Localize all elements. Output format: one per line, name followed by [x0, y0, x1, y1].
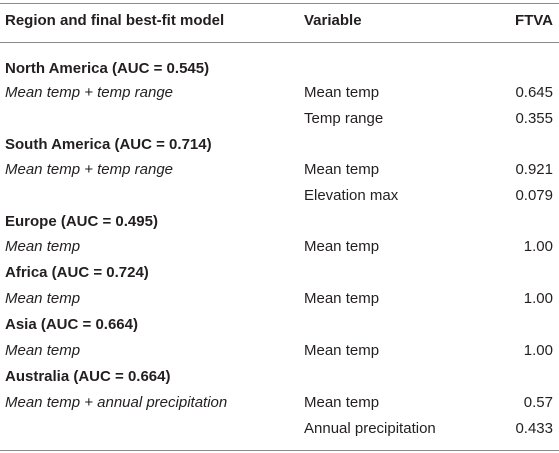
table-row-variable: Mean temp	[304, 238, 380, 255]
table-row-variable: Mean temp	[304, 290, 380, 307]
table-row-ftva: 0.57	[523, 394, 553, 411]
top-rule	[0, 3, 559, 4]
bottom-rule	[0, 450, 559, 451]
region-europe-model: Mean temp	[5, 238, 81, 255]
header-ftva: FTVA	[514, 12, 553, 29]
region-australia-title: Australia (AUC = 0.664)	[5, 368, 171, 385]
table-row-ftva: 1.00	[523, 238, 553, 255]
table-row-ftva: 0.645	[515, 84, 553, 101]
region-europe-title: Europe (AUC = 0.495)	[5, 213, 158, 230]
region-north-america-title: North America (AUC = 0.545)	[5, 60, 210, 77]
table-row-ftva: 1.00	[523, 290, 553, 307]
table-row-variable: Mean temp	[304, 394, 380, 411]
table-row-ftva: 1.00	[523, 342, 553, 359]
table-row-variable: Temp range	[304, 110, 384, 127]
header-variable: Variable	[304, 12, 362, 29]
table-row-variable: Elevation max	[304, 187, 399, 204]
region-asia-model: Mean temp	[5, 342, 81, 359]
table-row-ftva: 0.921	[515, 161, 553, 178]
table-row-variable: Mean temp	[304, 161, 380, 178]
table-row-ftva: 0.079	[515, 187, 553, 204]
table-row-ftva: 0.433	[515, 420, 553, 437]
table-row-variable: Annual precipitation	[304, 420, 436, 437]
table-row-ftva: 0.355	[515, 110, 553, 127]
region-south-america-title: South America (AUC = 0.714)	[5, 136, 212, 153]
table-row-variable: Mean temp	[304, 342, 380, 359]
header-region-model: Region and final best-fit model	[5, 12, 225, 29]
region-asia-title: Asia (AUC = 0.664)	[5, 316, 138, 333]
table-row-variable: Mean temp	[304, 84, 380, 101]
region-south-america-model: Mean temp + temp range	[5, 161, 174, 178]
region-australia-model: Mean temp + annual precipitation	[5, 394, 228, 411]
header-rule	[0, 42, 559, 43]
region-north-america-model: Mean temp + temp range	[5, 84, 174, 101]
region-africa-model: Mean temp	[5, 290, 81, 307]
region-africa-title: Africa (AUC = 0.724)	[5, 264, 149, 281]
